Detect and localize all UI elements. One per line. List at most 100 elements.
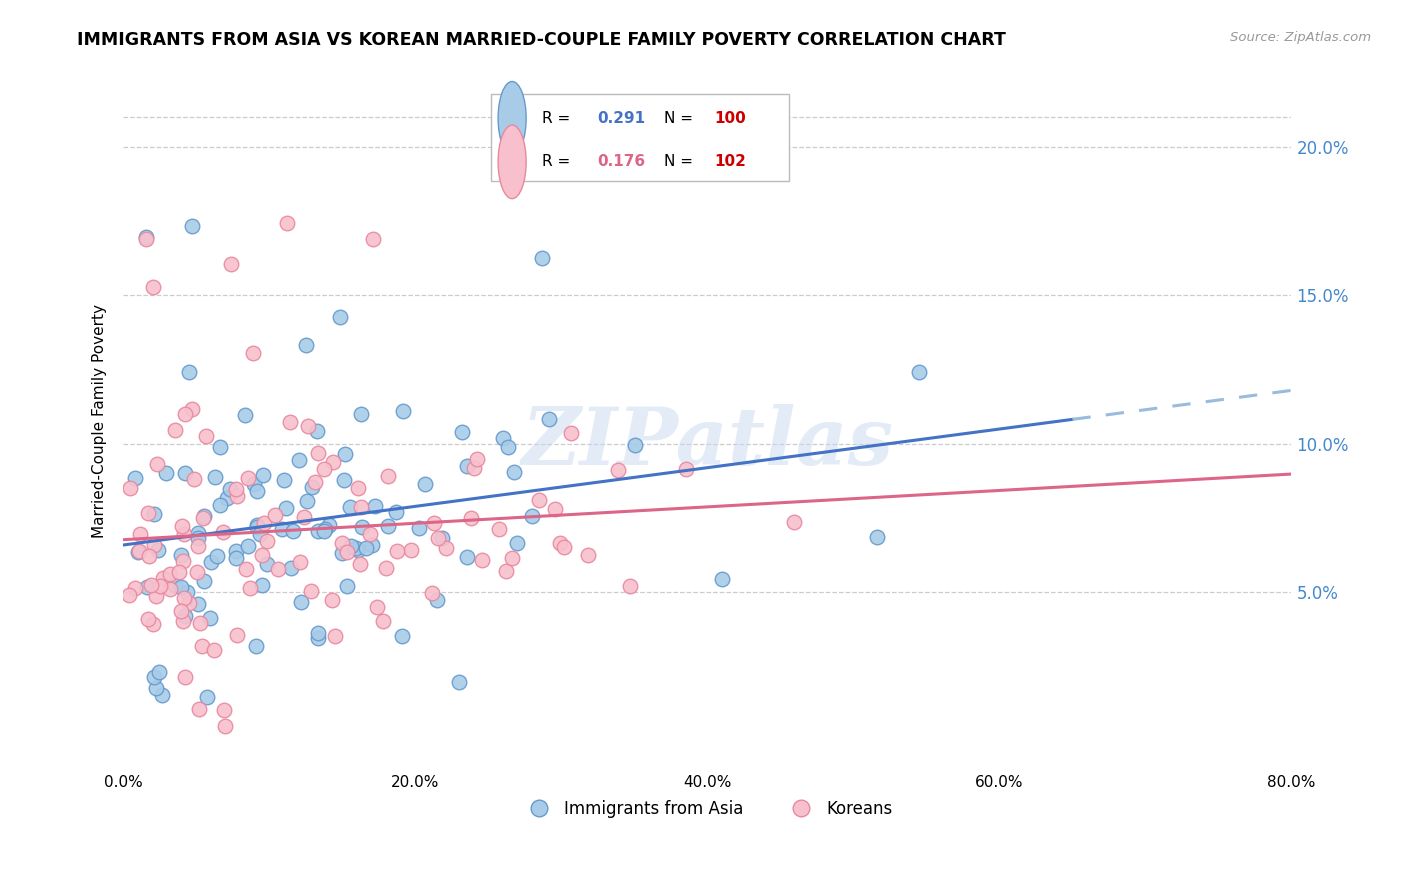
Point: [350, 500, 373, 515]
Point: [176, 584, 198, 599]
Point: [169, 565, 191, 579]
Point: [356, 541, 378, 555]
Text: IMMIGRANTS FROM ASIA VS KOREAN MARRIED-COUPLE FAMILY POVERTY CORRELATION CHART: IMMIGRANTS FROM ASIA VS KOREAN MARRIED-C…: [77, 31, 1007, 49]
Point: [250, 549, 273, 563]
Point: [212, 702, 235, 716]
Point: [146, 542, 169, 557]
Point: [576, 548, 599, 562]
Point: [336, 545, 359, 559]
Point: [347, 543, 370, 558]
Text: 102: 102: [714, 154, 747, 169]
Point: [323, 628, 346, 642]
Point: [202, 642, 225, 657]
Point: [148, 665, 170, 679]
Point: [209, 440, 232, 454]
Point: [375, 561, 398, 575]
FancyBboxPatch shape: [491, 94, 789, 181]
Point: [177, 596, 200, 610]
Text: N =: N =: [664, 111, 697, 126]
Point: [214, 718, 236, 732]
Point: [408, 521, 430, 535]
Point: [538, 412, 561, 426]
Point: [135, 232, 157, 246]
Point: [606, 463, 628, 477]
Point: [413, 477, 436, 491]
Point: [200, 610, 222, 624]
Point: [239, 581, 262, 595]
Point: [142, 280, 165, 294]
Point: [333, 446, 356, 460]
Point: [193, 508, 215, 523]
Point: [165, 578, 187, 592]
Point: [329, 310, 352, 325]
Point: [170, 518, 193, 533]
Point: [135, 229, 157, 244]
Point: [522, 508, 544, 523]
Point: [434, 541, 457, 555]
Point: [159, 567, 181, 582]
Point: [290, 595, 312, 609]
Point: [187, 531, 209, 545]
Point: [312, 524, 335, 539]
Point: [340, 540, 363, 554]
Text: ZIPatlas: ZIPatlas: [522, 404, 893, 481]
Point: [246, 483, 269, 498]
Text: R =: R =: [541, 111, 575, 126]
Point: [283, 524, 305, 538]
Point: [128, 544, 150, 558]
Point: [246, 517, 269, 532]
Ellipse shape: [498, 81, 526, 155]
Point: [135, 580, 157, 594]
Point: [385, 505, 408, 519]
Point: [292, 509, 315, 524]
Point: [363, 232, 385, 246]
Point: [170, 580, 193, 594]
Point: [908, 365, 931, 379]
Point: [307, 424, 329, 438]
Text: N =: N =: [664, 154, 697, 169]
Point: [304, 475, 326, 489]
Point: [155, 466, 177, 480]
Point: [235, 562, 257, 576]
Point: [295, 493, 318, 508]
Point: [391, 629, 413, 643]
Point: [527, 492, 550, 507]
Point: [350, 520, 373, 534]
Text: 0.176: 0.176: [598, 154, 645, 169]
Point: [361, 538, 384, 552]
Point: [430, 531, 453, 545]
Point: [250, 578, 273, 592]
Point: [496, 441, 519, 455]
Point: [447, 674, 470, 689]
Point: [280, 561, 302, 575]
Point: [245, 520, 267, 534]
Point: [274, 500, 297, 515]
Point: [560, 425, 582, 440]
Point: [138, 549, 160, 564]
Point: [488, 523, 510, 537]
Point: [307, 625, 329, 640]
Point: [152, 571, 174, 585]
Point: [460, 510, 482, 524]
Point: [463, 461, 485, 475]
Point: [149, 579, 172, 593]
Point: [422, 516, 444, 531]
Point: [128, 526, 150, 541]
Point: [193, 574, 215, 588]
Point: [143, 670, 166, 684]
Point: [170, 604, 193, 618]
Point: [200, 555, 222, 569]
Point: [118, 588, 141, 602]
Point: [366, 600, 388, 615]
Point: [322, 455, 344, 469]
Point: [118, 481, 141, 495]
Point: [195, 690, 218, 705]
Point: [456, 459, 478, 474]
Point: [495, 565, 517, 579]
Point: [385, 544, 408, 558]
Point: [170, 548, 193, 562]
Ellipse shape: [498, 125, 526, 199]
Point: [314, 462, 336, 476]
Text: Source: ZipAtlas.com: Source: ZipAtlas.com: [1230, 31, 1371, 45]
Point: [339, 500, 361, 515]
